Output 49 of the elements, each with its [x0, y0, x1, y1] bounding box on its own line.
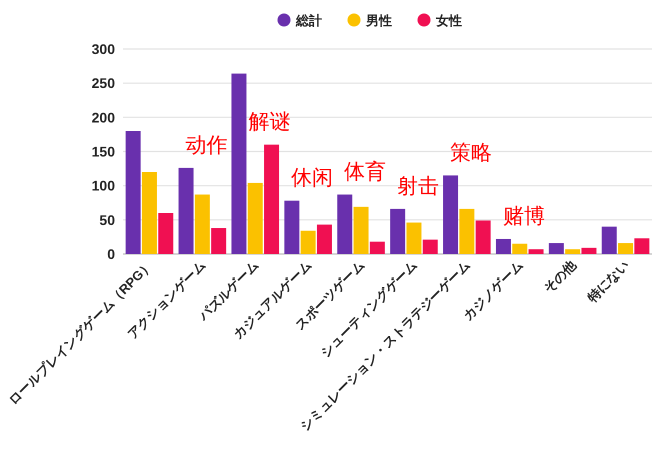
bar — [406, 222, 422, 254]
bar — [231, 74, 246, 254]
bar — [194, 194, 210, 254]
bar — [496, 238, 511, 254]
bar — [476, 220, 491, 254]
bar — [142, 172, 157, 254]
y-tick-label: 250 — [92, 75, 116, 92]
bar — [581, 248, 596, 254]
bar — [443, 175, 458, 254]
bar — [548, 243, 564, 254]
bar — [158, 213, 174, 254]
annotation: 休闲 — [291, 166, 334, 190]
y-tick-label: 100 — [92, 178, 116, 194]
annotation: 赌博 — [502, 204, 545, 228]
y-tick-label: 150 — [92, 144, 116, 160]
bar — [126, 131, 141, 254]
y-tick-label: 50 — [99, 212, 116, 228]
bar — [178, 168, 194, 254]
annotation: 解谜 — [248, 110, 290, 134]
bar — [634, 238, 650, 254]
annotation: 策略 — [450, 141, 492, 164]
bar — [354, 206, 369, 254]
bar — [618, 243, 634, 254]
x-tick-label: 特にない — [584, 258, 632, 306]
y-tick-label: 0 — [107, 246, 116, 262]
y-tick-label: 300 — [92, 41, 116, 57]
annotation: 射击 — [396, 174, 439, 198]
x-tick-label: その他 — [540, 256, 580, 296]
bar — [370, 242, 385, 254]
bar — [565, 249, 580, 254]
legend-label: 女性 — [435, 13, 462, 28]
bar — [512, 244, 528, 254]
legend-label: 男性 — [365, 13, 392, 28]
bar — [300, 230, 316, 254]
bar — [337, 194, 352, 254]
bar — [284, 200, 300, 254]
annotation: 体育 — [344, 160, 386, 184]
legend-label: 総計 — [295, 13, 322, 28]
y-tick-label: 200 — [92, 109, 116, 126]
bar — [316, 224, 332, 254]
annotation: 动作 — [185, 134, 228, 157]
bar — [390, 208, 406, 254]
bar — [248, 182, 263, 254]
bar — [422, 240, 438, 254]
bar — [459, 208, 474, 254]
bar — [264, 144, 280, 254]
bar — [211, 228, 226, 254]
bar — [602, 226, 617, 254]
bar — [528, 249, 544, 254]
